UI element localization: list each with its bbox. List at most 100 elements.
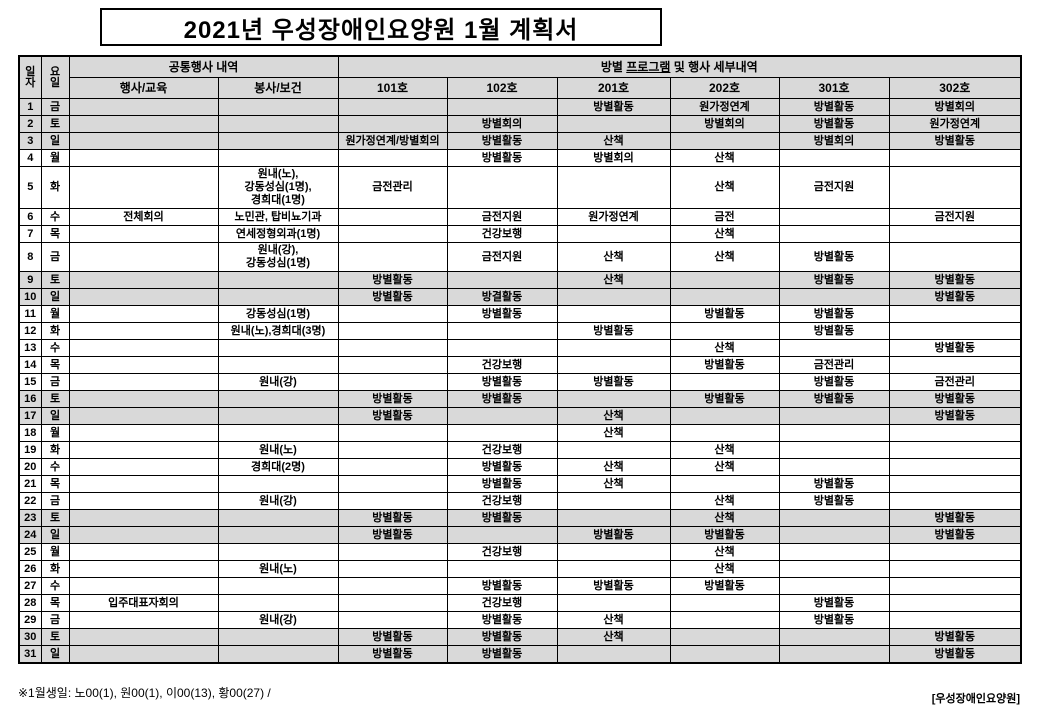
room-301-cell: 방별활동 bbox=[778, 475, 890, 493]
room-202-cell: 방별활동 bbox=[669, 356, 780, 374]
room-201-cell bbox=[556, 339, 671, 357]
schedule-row: 3 일 원가정연계/방별회의 방별활동 산책 방별회의 방별활동 bbox=[18, 132, 1022, 150]
event-cell bbox=[68, 322, 219, 340]
room-102-cell: 건강보행 bbox=[446, 543, 558, 561]
schedule-row: 31 일 방별활동 방별활동 방별활동 bbox=[18, 645, 1022, 664]
schedule-row: 26 화 원내(노) 산책 bbox=[18, 560, 1022, 578]
health-cell: 노민관, 탑비뇨기과 bbox=[217, 208, 339, 226]
date-cell: 31 bbox=[18, 645, 42, 664]
dow-cell: 일 bbox=[40, 526, 70, 544]
dow-cell: 수 bbox=[40, 339, 70, 357]
room-301-cell bbox=[778, 339, 890, 357]
room-102-cell: 방별회의 bbox=[446, 115, 558, 133]
column-header-room-101: 101호 bbox=[337, 77, 448, 99]
event-cell bbox=[68, 475, 219, 493]
room-group-prefix: 방별 bbox=[600, 59, 627, 74]
schedule-row: 18 월 산책 bbox=[18, 424, 1022, 442]
room-202-cell: 방별활동 bbox=[669, 526, 780, 544]
dow-cell: 월 bbox=[40, 149, 70, 167]
schedule-row: 6 수 전체회의 노민관, 탑비뇨기과 금전지원 원가정연계 금전 금전지원 bbox=[18, 208, 1022, 226]
room-302-cell bbox=[888, 225, 1022, 243]
date-cell: 10 bbox=[18, 288, 42, 306]
date-cell: 9 bbox=[18, 271, 42, 289]
room-201-cell bbox=[556, 356, 671, 374]
room-102-cell: 건강보행 bbox=[446, 356, 558, 374]
room-102-cell: 건강보행 bbox=[446, 594, 558, 612]
health-cell bbox=[217, 407, 339, 425]
health-cell bbox=[217, 509, 339, 527]
room-202-cell bbox=[669, 424, 780, 442]
room-group-suffix: 및 행사 세부내역 bbox=[670, 59, 758, 74]
dow-cell: 화 bbox=[40, 166, 70, 209]
room-201-cell: 산책 bbox=[556, 242, 671, 272]
date-cell: 20 bbox=[18, 458, 42, 476]
health-cell: 경희대(2명) bbox=[217, 458, 339, 476]
dow-cell: 일 bbox=[40, 407, 70, 425]
event-cell bbox=[68, 356, 219, 374]
room-301-cell: 방별활동 bbox=[778, 271, 890, 289]
date-cell: 4 bbox=[18, 149, 42, 167]
event-cell bbox=[68, 98, 219, 116]
room-102-cell bbox=[446, 322, 558, 340]
date-cell: 19 bbox=[18, 441, 42, 459]
room-102-cell: 방별활동 bbox=[446, 305, 558, 323]
dow-cell: 수 bbox=[40, 458, 70, 476]
event-cell bbox=[68, 492, 219, 510]
room-102-cell: 방별활동 bbox=[446, 577, 558, 595]
room-202-cell bbox=[669, 322, 780, 340]
room-101-cell bbox=[337, 475, 448, 493]
date-cell: 28 bbox=[18, 594, 42, 612]
room-102-cell: 방별활동 bbox=[446, 373, 558, 391]
event-cell bbox=[68, 628, 219, 646]
room-group-underlined: 프로그램 bbox=[626, 59, 671, 74]
health-cell bbox=[217, 149, 339, 167]
room-302-cell: 원가정연계 bbox=[888, 115, 1022, 133]
schedule-row: 5 화 원내(노), 강동성심(1명), 경희대(1명) 금전관리 산책 금전지원 bbox=[18, 166, 1022, 209]
event-cell: 입주대표자회의 bbox=[68, 594, 219, 612]
schedule-row: 28 목 입주대표자회의 건강보행 방별활동 bbox=[18, 594, 1022, 612]
column-header-room-301: 301호 bbox=[778, 77, 890, 99]
schedule-row: 21 목 방별활동 산책 방별활동 bbox=[18, 475, 1022, 493]
room-202-cell: 금전 bbox=[669, 208, 780, 226]
health-cell bbox=[217, 424, 339, 442]
room-301-cell: 방별활동 bbox=[778, 390, 890, 408]
room-202-cell bbox=[669, 271, 780, 289]
health-cell: 연세정형외과(1명) bbox=[217, 225, 339, 243]
column-group-room-programs: 방별 프로그램 및 행사 세부내역 bbox=[337, 55, 1022, 78]
health-cell bbox=[217, 356, 339, 374]
room-202-cell: 방별활동 bbox=[669, 305, 780, 323]
room-102-cell bbox=[446, 271, 558, 289]
room-302-cell bbox=[888, 594, 1022, 612]
schedule-row: 1 금 방별활동 원가정연계 방별활동 방별회의 bbox=[18, 98, 1022, 116]
document-title-box: 2021년 우성장애인요양원 1월 계획서 bbox=[100, 8, 662, 46]
room-202-cell: 원가정연계 bbox=[669, 98, 780, 116]
room-101-cell: 방별활동 bbox=[337, 390, 448, 408]
room-102-cell bbox=[446, 98, 558, 116]
health-cell bbox=[217, 98, 339, 116]
room-102-cell: 건강보행 bbox=[446, 225, 558, 243]
event-cell bbox=[68, 373, 219, 391]
column-header-health: 봉사/보건 bbox=[217, 77, 339, 99]
room-301-cell: 방별활동 bbox=[778, 305, 890, 323]
room-301-cell: 방별활동 bbox=[778, 242, 890, 272]
room-201-cell bbox=[556, 645, 671, 664]
room-201-cell: 산책 bbox=[556, 424, 671, 442]
health-cell bbox=[217, 288, 339, 306]
room-102-cell bbox=[446, 339, 558, 357]
event-cell bbox=[68, 577, 219, 595]
room-202-cell: 산책 bbox=[669, 225, 780, 243]
room-201-cell: 방별활동 bbox=[556, 98, 671, 116]
room-301-cell: 금전지원 bbox=[778, 166, 890, 209]
room-101-cell bbox=[337, 373, 448, 391]
dow-cell: 월 bbox=[40, 305, 70, 323]
room-101-cell bbox=[337, 208, 448, 226]
health-cell: 원내(노) bbox=[217, 441, 339, 459]
room-301-cell: 방별활동 bbox=[778, 322, 890, 340]
room-301-cell bbox=[778, 577, 890, 595]
room-302-cell bbox=[888, 322, 1022, 340]
room-302-cell: 방별활동 bbox=[888, 509, 1022, 527]
dow-cell: 금 bbox=[40, 242, 70, 272]
room-102-cell: 방별활동 bbox=[446, 628, 558, 646]
room-301-cell bbox=[778, 628, 890, 646]
page-title: 2021년 우성장애인요양원 1월 계획서 bbox=[183, 16, 579, 44]
